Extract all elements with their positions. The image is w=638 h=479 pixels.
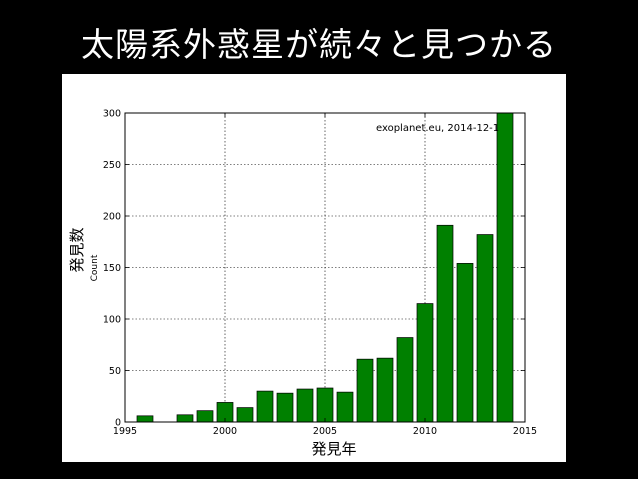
data-source-annotation: exoplanet.eu, 2014-12-1: [376, 123, 499, 134]
bar-2002: [256, 390, 274, 423]
y-tick-label: 150: [103, 263, 121, 274]
x-tick-label: 2015: [513, 426, 537, 437]
x-tick-label: 2005: [313, 426, 337, 437]
bar-2011: [436, 224, 454, 423]
y-axis-label: Count: [90, 254, 100, 281]
bar-1998: [176, 414, 194, 423]
bar-2008: [376, 357, 394, 423]
bar-2013: [476, 234, 494, 423]
bar-1996: [136, 415, 154, 423]
bar-2009: [396, 337, 414, 423]
y-tick-label: 300: [103, 109, 121, 120]
x-tick-label: 1995: [113, 426, 137, 437]
y-tick-label: 100: [103, 315, 121, 326]
y-tick-label: 200: [103, 212, 121, 223]
chart-figure: 0 50 100 150 200 250 300 1995 2000 2005 2010 2015 e…: [62, 74, 566, 462]
bar-2007: [356, 358, 374, 423]
y-tick-label: 50: [109, 366, 121, 377]
bar-1999: [196, 410, 214, 423]
bar-2001: [236, 407, 254, 423]
bar-chart: 0 50 100 150 200 250 300 1995 2000 2005 2010 2015 e…: [68, 109, 537, 459]
slide-title: 太陽系外惑星が続々と見つかる: [81, 25, 557, 64]
axis-layer: 0 50 100 150 200 250 300 1995 2000 2005 2010 2015: [103, 109, 537, 438]
bar-2010: [416, 303, 434, 423]
bar-2005: [316, 387, 334, 423]
bar-2014: [496, 112, 514, 423]
x-tick-label: 2000: [213, 426, 237, 437]
bar-2006: [336, 391, 354, 423]
grid-layer: [125, 113, 525, 422]
bar-2012: [456, 263, 474, 423]
bar-2003: [276, 392, 294, 423]
y-tick-label: 0: [115, 418, 121, 429]
x-tick-label: 2010: [413, 426, 437, 437]
bar-2004: [296, 388, 314, 423]
y-tick-label: 250: [103, 160, 121, 171]
y-axis-label-jp: 発見数: [68, 227, 86, 272]
x-axis-label-jp: 発見年: [311, 440, 356, 458]
